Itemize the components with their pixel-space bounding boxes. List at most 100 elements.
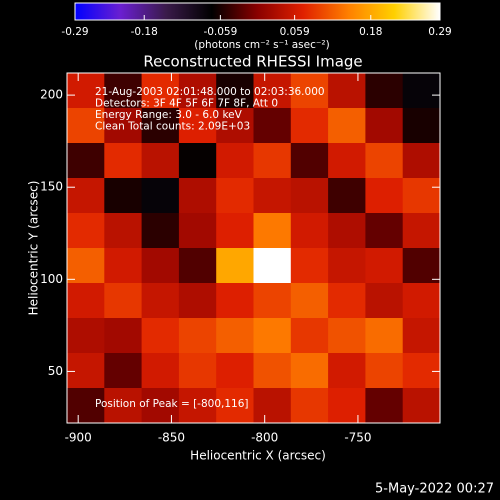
heatmap-cell — [328, 318, 366, 354]
colorbar-tick-label: 0.18 — [359, 26, 382, 38]
heatmap-cell — [67, 178, 105, 214]
heatmap-cell — [402, 248, 441, 284]
heatmap-cell — [67, 388, 105, 424]
heatmap-cell — [104, 178, 143, 214]
heatmap-cell — [253, 143, 292, 179]
y-tick-label: 150 — [40, 180, 63, 194]
heatmap-cell — [402, 388, 441, 424]
plot-frame — [66, 72, 441, 424]
heatmap-cell — [178, 178, 217, 214]
heatmap-cell — [253, 388, 292, 424]
heatmap-cell — [328, 213, 366, 249]
heatmap-cell — [290, 213, 329, 249]
colorbar-tick-label: -0.18 — [131, 26, 158, 38]
heatmap-cell — [365, 248, 404, 284]
heatmap-cell — [67, 318, 105, 354]
heatmap-cell — [216, 248, 254, 284]
heatmap-cell — [290, 388, 329, 424]
heatmap-cell — [365, 353, 404, 389]
heatmap-cell — [141, 73, 180, 109]
heatmap-cell — [216, 213, 254, 249]
heatmap-cell — [141, 248, 180, 284]
x-tick-label: -900 — [65, 431, 92, 445]
heatmap-cell — [402, 178, 441, 214]
heatmap-cell — [216, 178, 254, 214]
heatmap-cell — [402, 108, 441, 144]
peak-label: Position of Peak = [-800,116] — [95, 398, 249, 410]
heatmap-cell — [178, 283, 217, 319]
heatmap-cell — [328, 248, 366, 284]
heatmap-cell — [141, 213, 180, 249]
heatmap-cell — [141, 178, 180, 214]
heatmap-cell — [67, 73, 105, 109]
heatmap-cell — [290, 73, 329, 109]
heatmap-cell — [365, 283, 404, 319]
heatmap-cell — [178, 318, 217, 354]
heatmap-cell — [290, 108, 329, 144]
heatmap-cell — [216, 318, 254, 354]
heatmap-cell — [216, 353, 254, 389]
heatmap-cell — [253, 178, 292, 214]
heatmap-cell — [328, 283, 366, 319]
heatmap-cell — [104, 248, 143, 284]
y-tick-label: 50 — [48, 364, 63, 378]
heatmap-cell — [402, 318, 441, 354]
heatmap-cell — [402, 73, 441, 109]
heatmap-cell — [216, 73, 254, 109]
heatmap-cell — [328, 108, 366, 144]
heatmap-cell — [178, 388, 217, 424]
heatmap-cell — [178, 213, 217, 249]
heatmap-cell — [328, 353, 366, 389]
heatmap-cell — [178, 248, 217, 284]
heatmap-cell — [290, 178, 329, 214]
heatmap-cell — [216, 388, 254, 424]
heatmap-cell — [290, 353, 329, 389]
y-tick-label: 100 — [40, 272, 63, 286]
heatmap-cell — [253, 108, 292, 144]
heatmap-cell — [253, 248, 292, 284]
heatmap-cell — [104, 353, 143, 389]
heatmap-cell — [328, 388, 366, 424]
heatmap-cell — [365, 108, 404, 144]
x-tick-label: -800 — [251, 431, 278, 445]
heatmap-cell — [402, 283, 441, 319]
colorbar — [74, 2, 441, 21]
colorbar-tick-label: -0.29 — [61, 26, 88, 38]
colorbar-label: (photons cm⁻² s⁻¹ asec⁻²) — [194, 39, 329, 51]
heatmap-cell — [67, 213, 105, 249]
heatmap-cell — [141, 108, 180, 144]
heatmap-cell — [178, 353, 217, 389]
heatmap-cell — [402, 213, 441, 249]
heatmap-cell — [104, 388, 143, 424]
annotation: Clean Total counts: 2.09E+03 — [95, 121, 250, 133]
heatmap-cell — [67, 283, 105, 319]
heatmap-cell — [67, 143, 105, 179]
heatmap-cell — [216, 143, 254, 179]
heatmap-cell — [141, 318, 180, 354]
heatmap-cell — [104, 213, 143, 249]
heatmap-cell — [328, 178, 366, 214]
heatmap-cell — [253, 283, 292, 319]
heatmap-cell — [290, 318, 329, 354]
heatmap-cell — [141, 388, 180, 424]
colorbar-tick-label: 0.059 — [280, 26, 310, 38]
heatmap-cell — [67, 353, 105, 389]
heatmap-cell — [290, 283, 329, 319]
heatmap-cell — [141, 283, 180, 319]
heatmap-cell — [402, 143, 441, 179]
heatmap-cell — [178, 73, 217, 109]
heatmap-cell — [104, 108, 143, 144]
annotation: Detectors: 3F 4F 5F 6F 7F 8F, Att 0 — [95, 98, 278, 110]
heatmap-cell — [253, 318, 292, 354]
heatmap-cell — [178, 143, 217, 179]
chart-title: Reconstructed RHESSI Image — [143, 53, 362, 71]
y-axis-label: Heliocentric Y (arcsec) — [27, 181, 41, 316]
colorbar-tick-label: 0.29 — [428, 26, 451, 38]
heatmap-cell — [216, 108, 254, 144]
heatmap-cell — [216, 283, 254, 319]
heatmap-cell — [365, 388, 404, 424]
heatmap-cell — [365, 213, 404, 249]
heatmap-cell — [178, 108, 217, 144]
timestamp: 5-May-2022 00:27 — [375, 482, 494, 497]
heatmap-cell — [104, 318, 143, 354]
